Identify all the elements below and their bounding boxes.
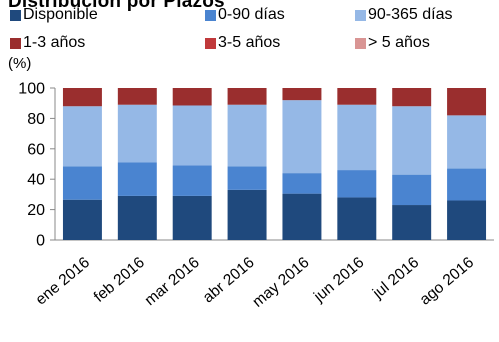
bar-segment — [337, 197, 377, 240]
bar-segment — [392, 174, 432, 206]
legend-swatch — [10, 9, 21, 21]
bar-segment — [117, 104, 157, 163]
bar-segment — [227, 189, 267, 240]
y-tick-label: 40 — [27, 172, 45, 189]
legend-swatch — [205, 9, 216, 21]
x-tick-label: mar 2016 — [142, 254, 203, 309]
bar-segment — [117, 162, 157, 196]
bar-segment — [337, 88, 377, 105]
legend-item: 0-90 días — [205, 5, 285, 25]
x-tick-label: ene 2016 — [33, 254, 93, 309]
legend-item: 1-3 años — [10, 33, 85, 53]
bar-segment — [447, 88, 487, 116]
bar-segment — [62, 166, 102, 200]
bar-segment — [392, 205, 432, 240]
legend-label: 0-90 días — [218, 6, 285, 23]
bar-segment — [227, 104, 267, 167]
bar-segment — [62, 88, 102, 107]
y-tick-label: 60 — [27, 141, 45, 158]
bar-segment — [282, 193, 322, 240]
bar-segment — [172, 165, 212, 196]
bar-segment — [282, 100, 322, 174]
y-tick-label: 80 — [27, 111, 45, 128]
legend-label: 1-3 años — [23, 34, 86, 51]
bar-segment — [447, 200, 487, 240]
y-tick-label: 100 — [18, 81, 45, 98]
bar-segment — [117, 88, 157, 105]
bar-segment — [337, 170, 377, 198]
x-tick-label: may 2016 — [249, 254, 312, 311]
bar-segment — [282, 88, 322, 101]
legend-swatch — [355, 9, 366, 21]
legend-swatch — [355, 37, 366, 49]
y-tick-label: 0 — [36, 233, 45, 250]
chart-bars — [62, 88, 487, 240]
bar-segment — [447, 115, 487, 169]
legend-item: 90-365 días — [355, 5, 453, 25]
bar-segment — [227, 166, 267, 190]
chart-title: Distribución por Plazos — [8, 0, 225, 12]
legend-item: > 5 años — [355, 33, 430, 53]
bar-segment — [392, 88, 432, 107]
legend-label: Disponible — [23, 6, 98, 23]
legend-swatch — [10, 37, 21, 49]
bar-segment — [172, 88, 212, 106]
legend-label: > 5 años — [368, 34, 430, 51]
bar-segment — [447, 168, 487, 201]
x-tick-label: jul 2016 — [369, 254, 422, 303]
bar-segment — [227, 88, 267, 105]
legend-swatch — [205, 37, 216, 49]
legend-label: 90-365 días — [368, 6, 453, 23]
chart-legend: Disponible 0-90 días 90-365 días 1-3 años 3-… — [0, 0, 499, 70]
y-axis-label: (%) — [8, 55, 31, 72]
x-tick-label: feb 2016 — [91, 254, 148, 306]
legend-label: 3-5 años — [218, 34, 281, 51]
y-tick-label: 20 — [27, 202, 45, 219]
bar-segment — [282, 173, 322, 194]
x-tick-label: jun 2016 — [310, 254, 367, 306]
bar-segment — [117, 195, 157, 240]
bar-segment — [337, 104, 377, 171]
legend-item: Disponible — [10, 5, 98, 25]
bar-segment — [172, 195, 212, 240]
bar-segment — [172, 105, 212, 166]
bar-segment — [62, 199, 102, 240]
bar-segment — [392, 106, 432, 175]
legend-item: 3-5 años — [205, 33, 280, 53]
x-tick-label: ago 2016 — [417, 254, 477, 309]
bar-segment — [62, 106, 102, 167]
